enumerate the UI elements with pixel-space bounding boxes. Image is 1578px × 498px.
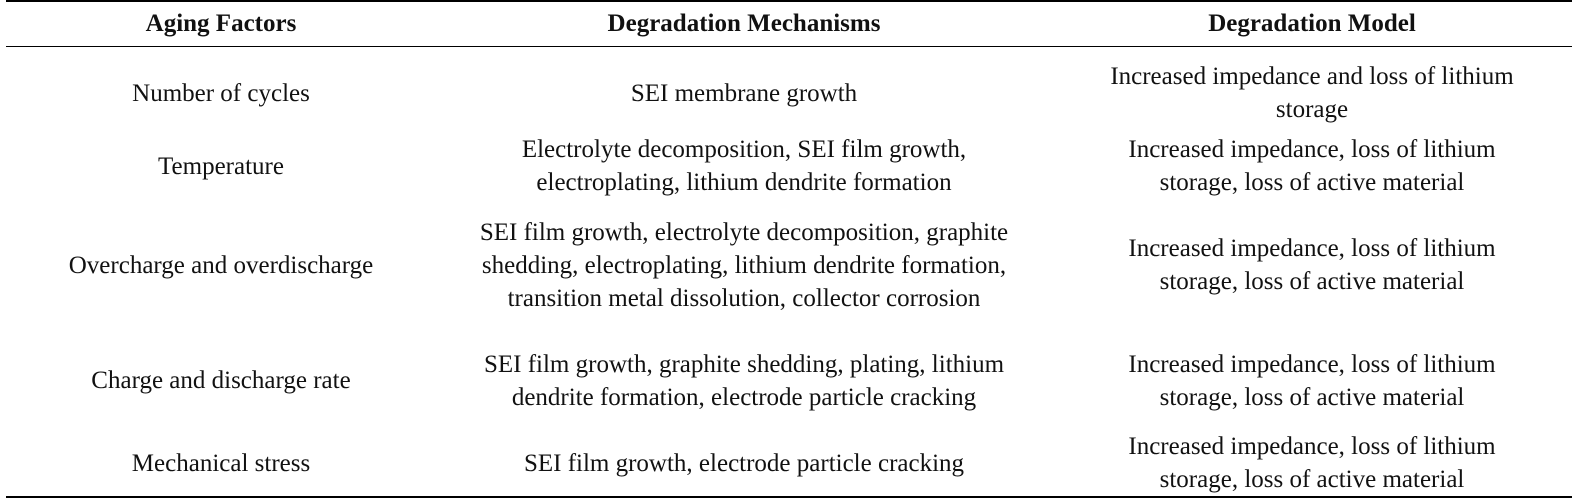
cell-degradation-model: Increased impedance, loss of lithium sto… — [1052, 133, 1572, 199]
mechanisms-text: SEI film growth, graphite shedding, plat… — [483, 350, 1005, 411]
cell-degradation-model: Increased impedance, loss of lithium sto… — [1052, 430, 1572, 497]
header-aging-factors: Aging Factors — [145, 10, 297, 37]
cell-aging-factor: Number of cycles — [132, 79, 310, 107]
mechanisms-text: SEI membrane growth — [630, 79, 858, 107]
table-row: Charge and discharge rate SEI film growt… — [6, 331, 1572, 430]
model-text: Increased impedance, loss of lithium sto… — [1128, 433, 1496, 493]
cell-aging-factor: Mechanical stress — [131, 449, 311, 477]
header-degradation-model: Degradation Model — [1208, 10, 1416, 37]
table-header: Aging Factors Degradation Mechanisms Deg… — [6, 1, 1572, 47]
cell-aging-factor: Charge and discharge rate — [91, 367, 351, 394]
mechanisms-text: Electrolyte decomposition, SEI film grow… — [521, 136, 967, 196]
cell-degradation-mechanisms: SEI film growth, electrolyte decompositi… — [436, 199, 1052, 331]
mechanisms-text: SEI film growth, electrode particle crac… — [523, 449, 965, 477]
table-row: Mechanical stress SEI film growth, elect… — [6, 430, 1572, 497]
aging-factors-table: Aging Factors Degradation Mechanisms Deg… — [6, 0, 1572, 498]
cell-degradation-mechanisms: Electrolyte decomposition, SEI film grow… — [436, 133, 1052, 199]
model-text: Increased impedance and loss of lithium … — [1110, 63, 1514, 123]
header-row: Aging Factors Degradation Mechanisms Deg… — [6, 1, 1572, 47]
table-row: Number of cycles SEI membrane growth Inc… — [6, 47, 1572, 134]
model-text: Increased impedance, loss of lithium sto… — [1128, 136, 1496, 196]
table-row: Overcharge and overdischarge SEI film gr… — [6, 199, 1572, 331]
cell-degradation-model: Increased impedance, loss of lithium sto… — [1052, 199, 1572, 331]
cell-degradation-model: Increased impedance, loss of lithium sto… — [1052, 331, 1572, 430]
model-text: Increased impedance, loss of lithium sto… — [1128, 235, 1496, 295]
cell-degradation-mechanisms: SEI film growth, electrode particle crac… — [436, 430, 1052, 497]
cell-degradation-mechanisms: SEI membrane growth — [436, 47, 1052, 134]
cell-aging-factor: Overcharge and overdischarge — [68, 251, 374, 279]
model-text: Increased impedance, loss of lithium sto… — [1128, 350, 1496, 411]
mechanisms-text: SEI film growth, electrolyte decompositi… — [479, 218, 1009, 312]
table-row: Temperature Electrolyte decomposition, S… — [6, 133, 1572, 199]
cell-degradation-mechanisms: SEI film growth, graphite shedding, plat… — [436, 331, 1052, 430]
header-degradation-mechanisms: Degradation Mechanisms — [607, 10, 881, 37]
table-body: Number of cycles SEI membrane growth Inc… — [6, 47, 1572, 497]
cell-degradation-model: Increased impedance and loss of lithium … — [1052, 47, 1572, 134]
cell-aging-factor: Temperature — [158, 152, 284, 180]
